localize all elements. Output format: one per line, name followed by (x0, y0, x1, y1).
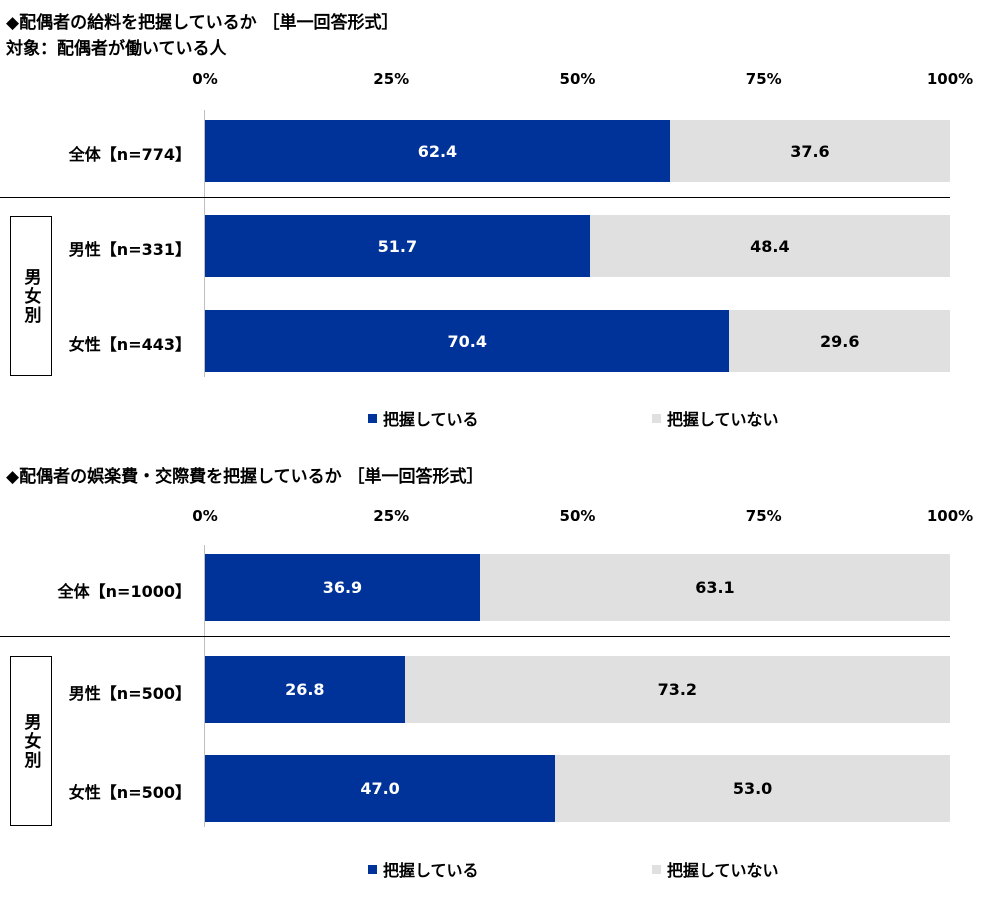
chart-title: ◆配偶者の娯楽費・交際費を把握しているか ［単一回答形式］ (6, 467, 484, 487)
legend-label: 把握していない (667, 861, 779, 880)
group-separator (0, 197, 950, 198)
x-tick-label: 0% (192, 507, 218, 525)
group-label: 男女別 (20, 712, 41, 770)
chart-panel-2: ◆配偶者の娯楽費・交際費を把握しているか ［単一回答形式］ (0, 440, 1000, 902)
bar-segment-aware: 70.4 (205, 310, 730, 372)
stacked-bar: 47.0 53.0 (205, 755, 950, 822)
bar-segment-unaware: 73.2 (404, 656, 950, 723)
category-label: 女性【n=443】 (68, 335, 191, 354)
bar-segment-aware: 51.7 (205, 215, 590, 277)
bar-segment-unaware: 53.0 (555, 755, 950, 822)
x-tick-label: 100% (926, 70, 974, 88)
y-axis-line (204, 545, 205, 827)
bar-segment-aware: 26.8 (205, 656, 405, 723)
x-tick-label: 25% (373, 70, 410, 88)
bar-segment-unaware: 37.6 (669, 120, 950, 182)
bar-segment-aware: 47.0 (205, 755, 556, 822)
category-label: 全体【n=1000】 (57, 581, 191, 601)
category-label: 男性【n=500】 (68, 683, 191, 703)
stacked-bar: 70.4 29.6 (205, 310, 950, 372)
stacked-bar: 26.8 73.2 (205, 656, 950, 723)
chart-title: ◆配偶者の給料を把握しているか ［単一回答形式］ (6, 13, 399, 33)
x-tick-label: 50% (559, 507, 596, 525)
legend-item: 把握している (368, 406, 479, 430)
legend-swatch (652, 413, 661, 423)
x-tick-label: 100% (926, 507, 974, 525)
legend-label: 把握していない (667, 410, 779, 429)
chart-subtitle: 対象：配偶者が働いている人 (6, 39, 227, 59)
legend-item: 把握していない (652, 857, 779, 881)
x-tick-label: 75% (745, 70, 782, 88)
legend-label: 把握している (383, 861, 479, 880)
x-tick-label: 50% (559, 70, 596, 88)
bar-segment-aware: 62.4 (205, 120, 670, 182)
category-label: 女性【n=500】 (68, 782, 191, 802)
legend-swatch (652, 864, 661, 874)
bar-segment-unaware: 29.6 (729, 310, 950, 372)
x-tick-label: 25% (373, 507, 410, 525)
legend-swatch (368, 413, 377, 423)
stacked-bar: 51.7 48.4 (205, 215, 950, 277)
legend-swatch (368, 864, 377, 874)
x-tick-label: 0% (192, 70, 218, 88)
category-label: 男性【n=331】 (68, 240, 191, 259)
legend-label: 把握している (383, 410, 479, 429)
x-tick-label: 75% (745, 507, 782, 525)
group-label: 男女別 (20, 267, 41, 325)
y-axis-line (204, 110, 205, 377)
group-label-box: 男女別 (10, 656, 52, 826)
bar-segment-unaware: 48.4 (589, 215, 950, 277)
group-label-box: 男女別 (10, 216, 52, 376)
stacked-bar: 36.9 63.1 (205, 554, 950, 621)
stacked-bar: 62.4 37.6 (205, 120, 950, 182)
chart-panel-1: ◆配偶者の給料を把握しているか ［単一回答形式］ 対象：配偶者が働いている人 (0, 0, 1000, 440)
group-separator (0, 636, 950, 637)
legend-item: 把握していない (652, 406, 779, 430)
bar-segment-aware: 36.9 (205, 554, 480, 621)
category-label: 全体【n=774】 (68, 145, 191, 164)
bar-segment-unaware: 63.1 (479, 554, 950, 621)
legend-item: 把握している (368, 857, 479, 881)
